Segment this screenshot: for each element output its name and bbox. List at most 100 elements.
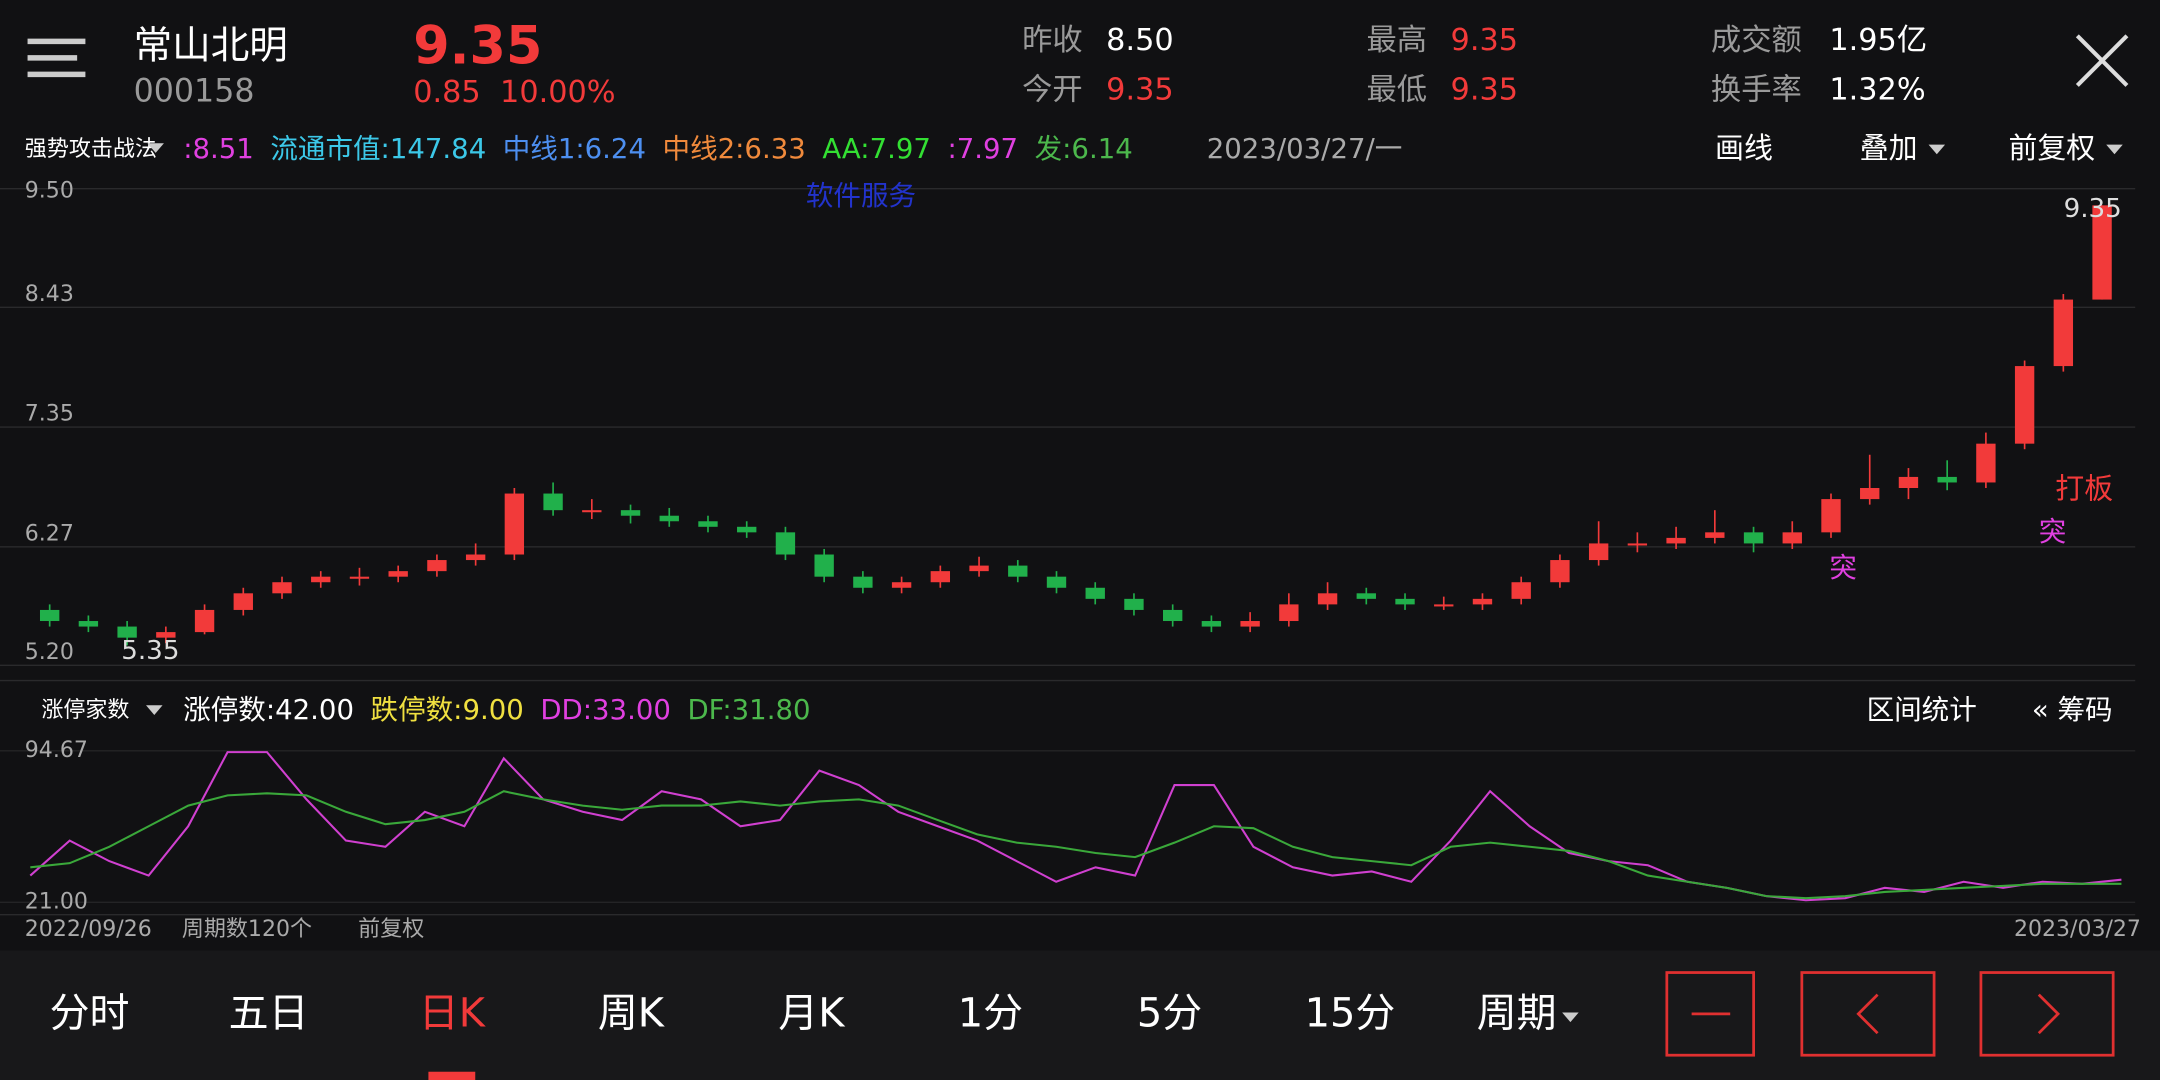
candle-body: [1976, 443, 1996, 483]
candle-body: [1550, 560, 1570, 583]
y-tick-label: 21.00: [25, 889, 88, 914]
toolbar-button[interactable]: 叠加: [1860, 131, 1918, 165]
candle-body: [1279, 604, 1299, 622]
stock-code: 000158: [134, 73, 255, 109]
close-icon[interactable]: [2075, 34, 2129, 87]
chart-annotation: 打板: [2055, 471, 2113, 505]
candle-body: [620, 510, 641, 516]
change-pct: 10.00%: [500, 75, 616, 110]
candle-body: [272, 582, 292, 594]
candle-body: [78, 621, 99, 627]
tab[interactable]: 5分: [1137, 990, 1202, 1036]
prev-button[interactable]: [1800, 971, 1936, 1057]
stat-label: 成交额: [1711, 23, 1802, 58]
minus-button[interactable]: [1665, 971, 1755, 1057]
sub-action[interactable]: « 筹码: [2032, 694, 2113, 726]
candle-body: [1356, 593, 1376, 599]
stat-label: 昨收: [1022, 23, 1083, 58]
tab[interactable]: 分时: [50, 990, 130, 1036]
stat-label: 最低: [1367, 72, 1428, 107]
candle-body: [1860, 488, 1880, 500]
close-line: [2075, 34, 2129, 87]
toolbar-button[interactable]: 画线: [1715, 131, 1773, 165]
tab[interactable]: 日K: [419, 990, 487, 1036]
candle-body: [2053, 299, 2074, 367]
indicator-item: 中线1:6.24: [503, 133, 646, 165]
chart-annotation: 突: [2039, 516, 2067, 548]
date: 2023/03/27/一: [1207, 133, 1403, 165]
prev-icon: [1856, 993, 1879, 1035]
dropdown-icon: [1562, 1012, 1579, 1023]
candle-body: [814, 554, 834, 577]
chart-annotation: 9.35: [2064, 194, 2122, 224]
candle-body: [1201, 621, 1222, 627]
footer-text: 周期数120个: [182, 917, 312, 942]
stat-value: 1.95亿: [1829, 23, 1927, 58]
price: 9.35: [413, 16, 542, 77]
candle-body: [2014, 366, 2035, 444]
candle-body: [427, 560, 447, 572]
stock-name: 常山北明: [134, 24, 288, 69]
candle-body: [2092, 205, 2112, 300]
footer-date: 2023/03/27: [2014, 917, 2141, 942]
nav-buttons: [1665, 971, 2115, 1057]
candle-body: [1317, 593, 1338, 605]
candle-body: [737, 526, 757, 533]
stat-label: 换手率: [1711, 72, 1802, 107]
candle-body: [969, 565, 989, 572]
stat-value: 8.50: [1106, 23, 1173, 58]
y-tick-label: 5.20: [25, 640, 74, 665]
toolbar-button[interactable]: 前复权: [2008, 131, 2095, 165]
tab[interactable]: 周期: [1477, 990, 1557, 1036]
candle-body: [1743, 532, 1764, 544]
candle-body: [543, 493, 563, 511]
candle-body: [1511, 582, 1531, 599]
candle-body: [1627, 543, 1648, 546]
tab[interactable]: 周K: [598, 990, 666, 1036]
candle-body: [582, 510, 602, 513]
menu-icon[interactable]: [27, 38, 86, 78]
candle-body: [853, 576, 873, 588]
tab[interactable]: 五日: [229, 990, 309, 1036]
dropdown-icon: [2106, 144, 2123, 155]
stat-value: 1.32%: [1829, 72, 1925, 107]
chart-annotation: 突: [1829, 552, 1857, 584]
candle-body: [1240, 621, 1260, 627]
tab-bar: [0, 950, 2160, 1080]
sub-indicator-item: DF:31.80: [687, 694, 810, 726]
next-icon: [2037, 993, 2061, 1035]
y-tick-label: 9.50: [25, 178, 74, 203]
candle-body: [1472, 598, 1493, 605]
candle-body: [1046, 576, 1067, 588]
candle-body: [1588, 543, 1609, 561]
candle-body: [775, 532, 796, 555]
footer-text: 前复权: [358, 917, 424, 942]
next-button[interactable]: [1979, 971, 2115, 1057]
tab[interactable]: 1分: [958, 990, 1023, 1036]
candle-body: [1705, 532, 1725, 538]
candle-body: [156, 632, 176, 638]
candle-body: [233, 593, 253, 610]
tab[interactable]: 15分: [1305, 990, 1396, 1036]
indicator-item: :7.97: [947, 133, 1018, 165]
stat-value: 9.35: [1451, 72, 1518, 107]
candle-body: [39, 609, 60, 622]
sub-line: [30, 790, 2122, 900]
tab[interactable]: 月K: [778, 990, 846, 1036]
candle-body: [1162, 609, 1183, 622]
indicator-item: AA:7.97: [822, 133, 931, 165]
candle-body: [1124, 598, 1144, 610]
candle-body: [930, 571, 951, 583]
y-tick-label: 8.43: [25, 282, 74, 307]
sub-indicator-name: 涨停家数: [41, 698, 129, 723]
tab-indicator: [428, 1071, 476, 1080]
stat-value: 9.35: [1106, 72, 1173, 107]
candle-body: [1395, 598, 1415, 605]
sub-action[interactable]: 区间统计: [1867, 694, 1977, 726]
candle-body: [1937, 476, 1957, 483]
sub-indicator-item: 涨停数:42.00: [183, 694, 354, 726]
candle-body: [194, 609, 215, 633]
